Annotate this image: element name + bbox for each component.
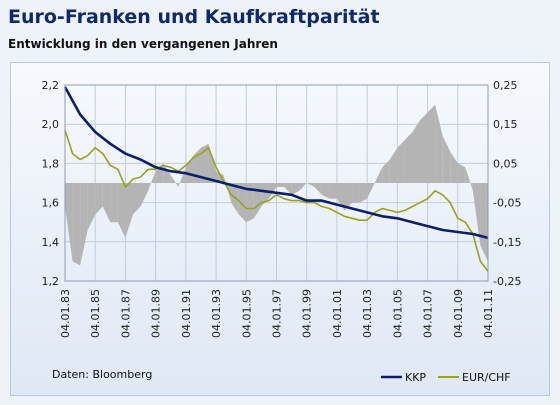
- difference-area-segment: [65, 183, 73, 262]
- x-tick-label: 04.01.89: [150, 289, 163, 338]
- difference-area-segment: [336, 183, 345, 211]
- difference-area-segment: [367, 183, 375, 199]
- difference-area-segment: [291, 183, 300, 195]
- chart-title: Euro-Franken und Kaufkraftparität: [8, 6, 380, 28]
- difference-area-segment: [404, 132, 413, 183]
- y-left-tick-label: 1,6: [42, 197, 60, 210]
- difference-area-segment: [125, 183, 133, 238]
- y-right-tick-label: -0,05: [493, 197, 521, 210]
- legend-eurchf-label: EUR/CHF: [462, 371, 511, 384]
- difference-area-segment: [352, 183, 360, 203]
- difference-area-segment: [163, 163, 171, 183]
- difference-area: [65, 104, 488, 266]
- y-right-tick-label: -0,15: [493, 236, 521, 249]
- chart-subtitle: Entwicklung in den vergangenen Jahren: [8, 37, 278, 51]
- difference-area-segment: [472, 183, 481, 246]
- difference-area-segment: [102, 183, 111, 223]
- x-axis: 04.01.83 04.01.85 04.01.87 04.01.89 04.01.91…: [59, 289, 495, 338]
- y-right-tick-label: 0,05: [493, 157, 518, 170]
- plot-frame: [64, 84, 489, 282]
- x-tick-label: 04.01.03: [361, 289, 374, 338]
- x-tick-label: 04.01.09: [452, 289, 465, 338]
- difference-area-segment: [412, 120, 421, 183]
- x-tick-label: 04.01.85: [89, 289, 102, 338]
- legend-kkp-label: KKP: [405, 371, 426, 384]
- difference-area-segment: [284, 183, 292, 195]
- difference-area-segment: [117, 183, 126, 238]
- difference-area-segment: [80, 183, 88, 266]
- difference-area-segment: [200, 143, 209, 183]
- difference-area-segment: [238, 183, 247, 223]
- x-tick-label: 04.01.83: [59, 289, 72, 338]
- y-left-tick-label: 2,2: [42, 79, 60, 92]
- difference-area-segment: [276, 183, 285, 187]
- difference-area-segment: [132, 183, 141, 215]
- difference-area-segment: [344, 183, 353, 211]
- series-lines: [63, 86, 489, 272]
- y-right-tick-label: 0,15: [493, 118, 518, 131]
- x-tick-label: 04.01.11: [482, 289, 495, 338]
- difference-area-segment: [140, 183, 149, 207]
- y-axis-right: 0,25 0,15 0,05 -0,05 -0,15 -0,25: [493, 79, 521, 288]
- y-left-tick-label: 1,4: [42, 236, 60, 249]
- difference-area-segment: [442, 135, 451, 183]
- x-tick-label: 04.01.87: [119, 289, 132, 338]
- y-left-tick-label: 1,8: [42, 157, 60, 170]
- difference-area-segment: [359, 183, 368, 203]
- difference-area-segment: [268, 183, 277, 199]
- difference-area-segment: [382, 159, 390, 183]
- difference-area-segment: [480, 183, 488, 262]
- difference-area-segment: [321, 183, 330, 199]
- legend: KKP EUR/CHF: [381, 371, 511, 384]
- difference-area-segment: [178, 167, 186, 187]
- difference-area-segment: [110, 183, 118, 223]
- difference-area-segment: [253, 183, 262, 219]
- difference-area-segment: [216, 171, 224, 183]
- difference-area-segment: [72, 183, 81, 266]
- x-tick-label: 04.01.91: [180, 289, 193, 338]
- y-axis-left: 2,2 2,0 1,8 1,6 1,4 1,2: [42, 79, 60, 288]
- x-tick-label: 04.01.07: [422, 289, 435, 338]
- difference-area-segment: [170, 175, 179, 187]
- y-left-tick-label: 2,0: [42, 118, 60, 131]
- difference-area-segment: [450, 151, 458, 183]
- difference-area-segment: [329, 183, 337, 199]
- difference-area-segment: [389, 147, 398, 183]
- eurchf-line: [64, 129, 489, 272]
- difference-area-segment: [397, 139, 405, 183]
- difference-area-segment: [457, 163, 466, 183]
- difference-area-segment: [314, 183, 322, 195]
- difference-area-segment: [95, 183, 103, 215]
- x-tick-label: 04.01.97: [271, 289, 284, 338]
- difference-area-segment: [465, 167, 473, 191]
- difference-area-segment: [87, 183, 96, 231]
- difference-area-segment: [261, 183, 269, 207]
- x-tick-label: 04.01.05: [391, 289, 404, 338]
- difference-area-segment: [427, 104, 436, 183]
- difference-area-segment: [246, 183, 254, 223]
- x-tick-label: 04.01.95: [240, 289, 253, 338]
- kkp-line: [63, 86, 489, 240]
- y-right-tick-label: -0,25: [493, 275, 521, 288]
- y-right-tick-label: 0,25: [493, 79, 518, 92]
- x-tick-label: 04.01.01: [331, 289, 344, 338]
- x-tick-label: 04.01.93: [210, 289, 223, 338]
- source-note: Daten: Bloomberg: [52, 368, 153, 381]
- difference-area-segment: [306, 183, 315, 187]
- difference-area-segment: [374, 167, 383, 183]
- difference-area-segment: [185, 155, 194, 183]
- difference-area-segment: [435, 104, 443, 183]
- difference-area-segment: [299, 183, 307, 191]
- chart-panel: [10, 62, 550, 396]
- y-left-tick-label: 1,2: [42, 275, 60, 288]
- difference-area-segment: [420, 112, 428, 183]
- x-tick-label: 04.01.99: [301, 289, 314, 338]
- difference-area-segment: [148, 171, 156, 191]
